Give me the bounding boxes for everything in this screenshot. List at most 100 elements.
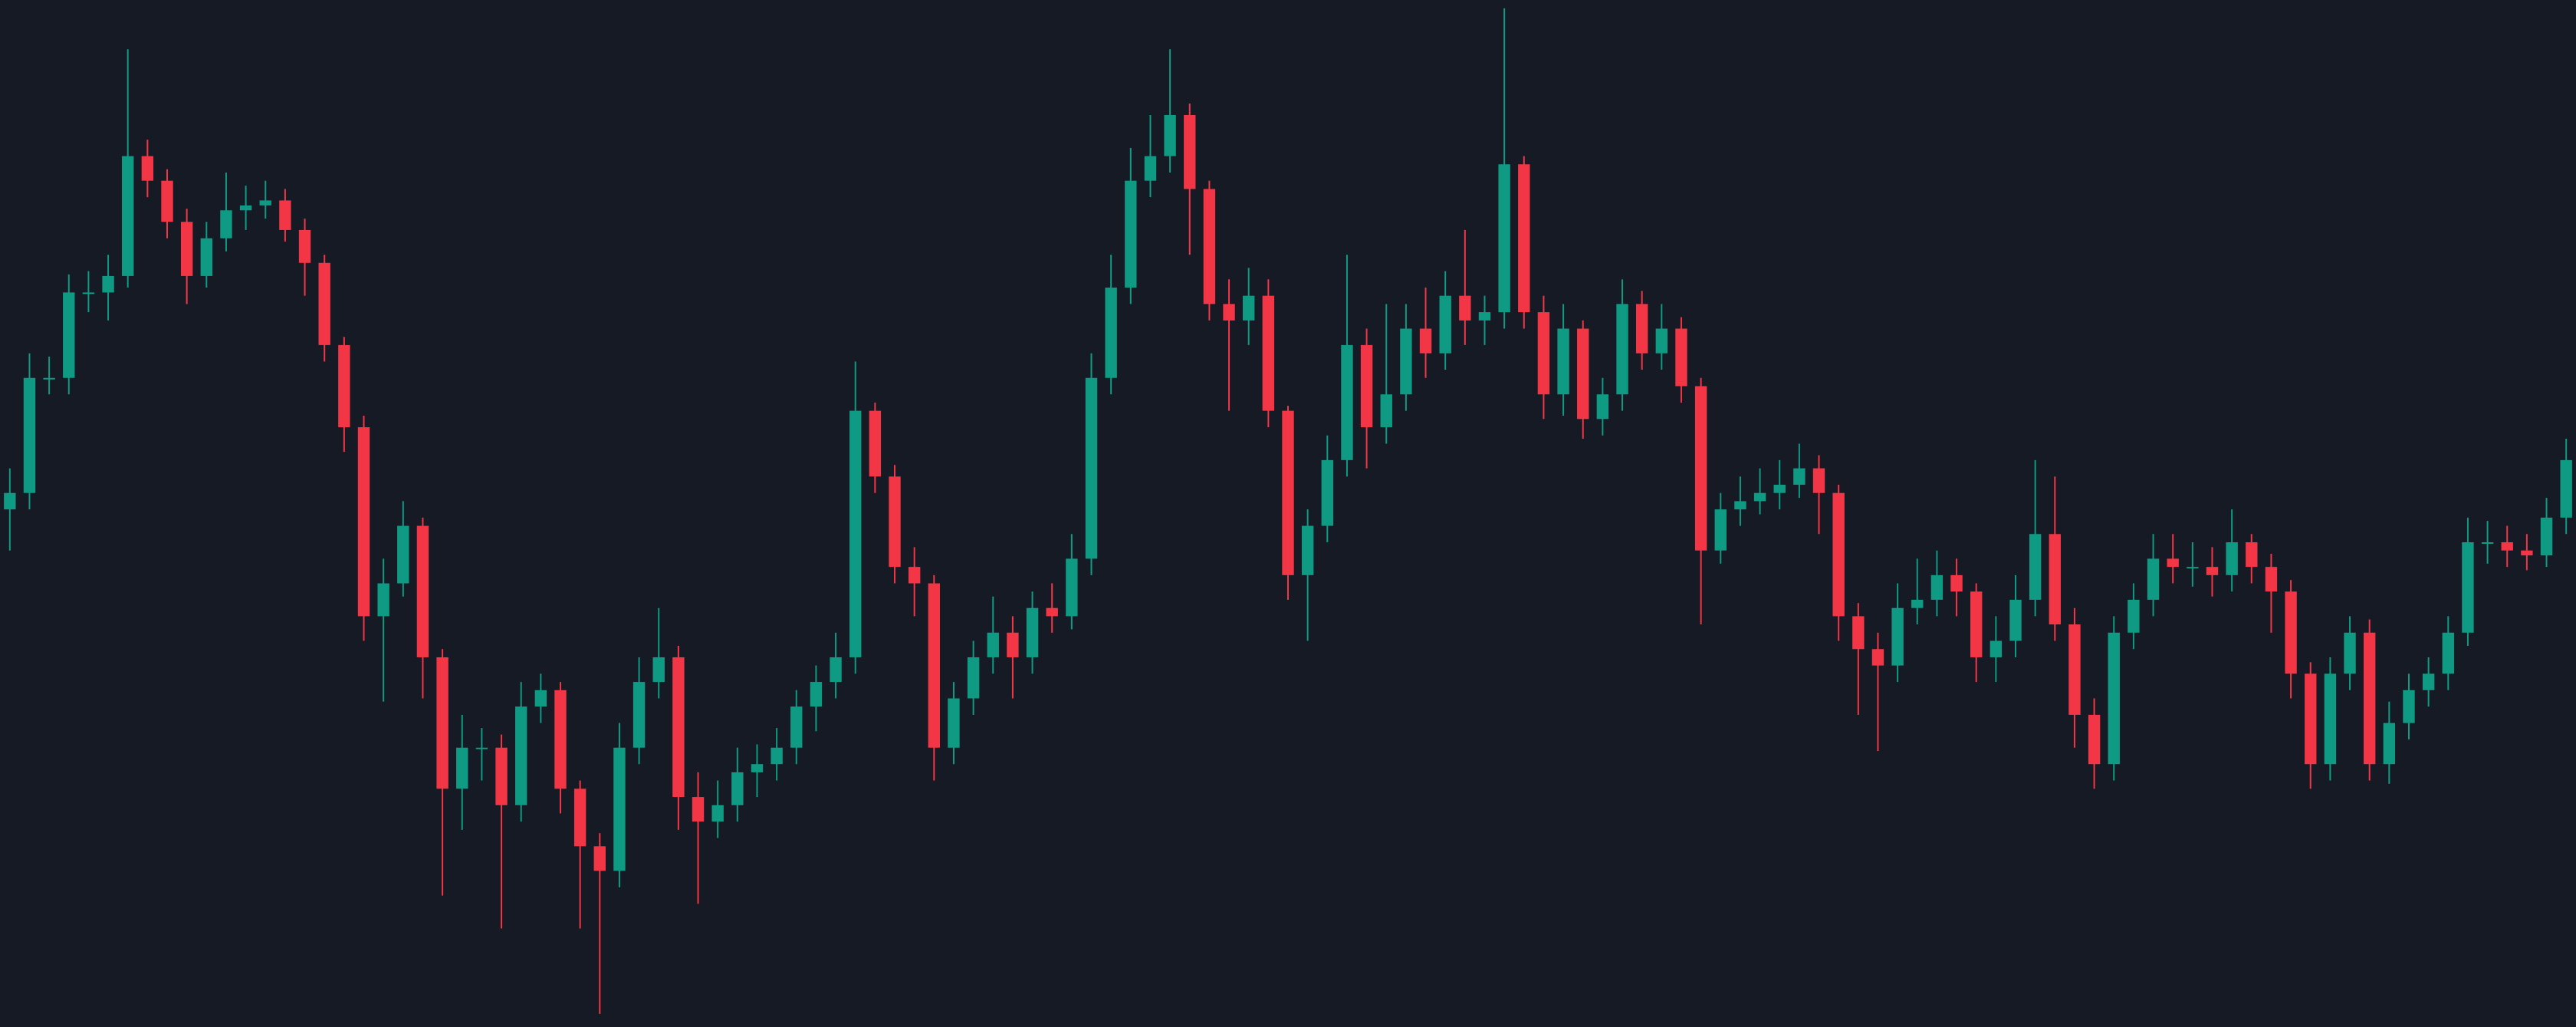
candle-body	[1793, 468, 1806, 486]
candle-body	[1655, 328, 1668, 354]
candle-body	[2422, 673, 2435, 690]
candle-body	[967, 657, 980, 699]
candle-body	[161, 180, 173, 222]
candle-body	[2187, 567, 2199, 569]
candle-body	[652, 657, 665, 683]
candle-body	[357, 427, 370, 617]
candle-body	[2009, 599, 2022, 641]
candle-body	[908, 567, 921, 584]
candle-body	[2128, 599, 2140, 633]
candle-body	[1596, 394, 1609, 420]
candle-body	[338, 344, 350, 428]
candle-body	[1478, 312, 1491, 321]
candle-body	[1321, 459, 1333, 526]
candle-body	[1714, 509, 1727, 551]
candle-body	[2383, 723, 2396, 765]
candle-body	[200, 238, 213, 276]
candle-body	[632, 682, 646, 748]
candle-body	[2305, 673, 2317, 765]
candle-body	[554, 690, 567, 789]
candle-body	[1577, 328, 1589, 420]
candle-body	[2403, 690, 2415, 723]
candle-body	[1301, 525, 1314, 575]
candle-body	[2560, 459, 2572, 518]
candle-body	[948, 698, 960, 748]
candle-body	[928, 583, 941, 748]
candle-body	[1459, 295, 1471, 321]
candle-body	[1243, 295, 1255, 321]
candle-body	[122, 156, 134, 276]
candle-body	[82, 292, 95, 295]
candle-body	[1164, 114, 1176, 156]
candle-body	[751, 764, 764, 772]
candle-body	[1184, 114, 1196, 189]
candle-body	[2068, 624, 2081, 715]
candle-body	[1262, 295, 1275, 411]
candle-body	[770, 747, 783, 765]
candle-body	[869, 410, 882, 477]
candle-body	[1734, 501, 1746, 510]
candle-body	[1930, 574, 1944, 600]
candle-body	[810, 682, 823, 707]
candle-body	[259, 200, 271, 206]
candle-body	[987, 632, 999, 657]
candle-body	[456, 747, 468, 789]
candle-body	[1085, 377, 1098, 559]
candle-body	[2344, 632, 2356, 674]
candle-body	[43, 377, 55, 380]
candle-body	[298, 229, 311, 263]
candle-body	[1537, 312, 1550, 395]
candle-body	[1223, 304, 1235, 321]
candle-body	[1518, 164, 1530, 313]
candle-body	[2226, 541, 2238, 575]
candle-body	[436, 657, 449, 789]
candle-body	[2540, 517, 2553, 556]
candle-body	[2462, 541, 2474, 633]
candle-body	[2442, 632, 2454, 674]
candle-body	[1144, 156, 1157, 181]
candle-body	[849, 410, 862, 657]
candle-body	[2324, 673, 2337, 765]
candle-body	[377, 583, 389, 617]
candle-body	[2246, 541, 2258, 568]
candle-body	[239, 205, 252, 211]
candle-body	[1203, 189, 1216, 304]
candle-body	[1066, 558, 1078, 617]
candle-body	[2088, 714, 2101, 765]
candle-body	[1990, 640, 2003, 657]
candle-body	[475, 747, 488, 749]
candle-body	[1852, 616, 1865, 650]
candle-body	[180, 222, 193, 276]
candle-body	[2029, 534, 2042, 600]
candle-body	[889, 476, 901, 568]
candle-body	[2481, 541, 2494, 544]
candle-body	[279, 200, 291, 230]
candle-body	[397, 525, 409, 584]
candle-body	[731, 772, 744, 805]
candle-body	[23, 377, 36, 493]
candle-body	[573, 788, 586, 847]
candle-body	[102, 275, 114, 293]
candle-body	[2147, 558, 2160, 600]
candle-body	[1773, 485, 1786, 493]
candle-body	[534, 690, 547, 707]
candle-body	[2049, 534, 2061, 625]
candle-body	[2265, 567, 2278, 592]
candle-body	[2363, 632, 2376, 765]
candle-body	[1557, 328, 1569, 395]
candle-body	[1046, 607, 1058, 617]
candle-body	[1498, 164, 1510, 313]
candle-body	[1694, 386, 1707, 551]
candle-body	[593, 846, 606, 871]
candle-body	[2167, 558, 2179, 568]
candle-body	[2285, 591, 2297, 674]
candle-body	[318, 262, 330, 345]
candle-body	[830, 657, 842, 683]
candle-body	[1970, 591, 1983, 657]
candle-body	[1400, 328, 1412, 395]
candle-body	[1419, 328, 1432, 354]
candle-body	[141, 156, 154, 181]
candle-body	[1380, 394, 1392, 428]
